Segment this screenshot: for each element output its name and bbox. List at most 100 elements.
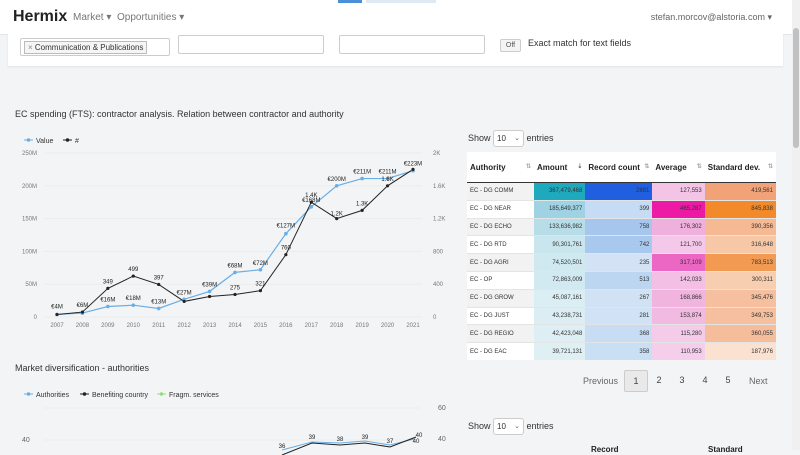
cell-authority: EC - DG NEAR (467, 199, 535, 219)
col-average[interactable]: Average ⇅ (652, 152, 705, 183)
legend-value-marker (26, 138, 31, 142)
series-count-line (56, 168, 414, 316)
cell-standard-dev: 783,513 (704, 253, 776, 272)
series-value-point[interactable] (334, 184, 339, 188)
table-row[interactable]: EC - DG COMM 367,479,468 2881 127,553 419,56… (467, 182, 776, 201)
series-count-point[interactable] (385, 184, 390, 188)
series-count-point[interactable] (284, 253, 288, 257)
brand-logo[interactable]: Hermix (13, 8, 68, 25)
series-count-point[interactable] (309, 200, 313, 204)
col-standard-dev[interactable]: Standard dev. ⇅ (704, 152, 776, 183)
cell-amount: 185,649,377 (534, 199, 586, 219)
chart2-authorities-line (281, 438, 415, 451)
table-row[interactable]: EC - DG NEAR 185,649,377 399 465,287 845,838 (467, 199, 776, 219)
series-count-point[interactable] (106, 286, 110, 290)
legend-count-label[interactable]: # (75, 138, 79, 145)
page-size-select[interactable]: 10 ⌄ (493, 130, 525, 147)
table-row[interactable]: EC - DG REGIO 42,423,048 368 115,280 360,055 (467, 324, 776, 343)
col-amount[interactable]: Amount ⇣ (534, 152, 586, 183)
user-menu[interactable]: stefan.morcov@alstoria.com ▾ (650, 12, 772, 22)
remove-chip-icon[interactable]: × (28, 43, 33, 52)
table-row[interactable]: EC - DG JUST 43,238,731 281 153,874 349,753 (467, 306, 776, 325)
table-row[interactable]: EC - DG RTD 90,301,761 742 121,700 316,648 (467, 235, 776, 254)
series-value-point[interactable] (106, 304, 110, 309)
pagination-page-2[interactable]: 2 (656, 375, 662, 385)
table-row[interactable]: EC - OP 72,863,009 513 142,033 300,311 (467, 270, 776, 290)
series-count-point[interactable] (157, 282, 161, 287)
pagination-previous[interactable]: Previous (583, 376, 619, 386)
spending-line-chart: Value # 0 50M 100M 150M 200M 250M 0 400 800 1.2K 1… (22, 138, 445, 329)
series-count-point[interactable] (55, 312, 59, 317)
series-value-point[interactable] (284, 231, 288, 236)
filter-chip[interactable]: × Communication & Publications (24, 41, 148, 54)
series-count-point[interactable] (360, 208, 364, 212)
series-value-point[interactable] (233, 270, 237, 275)
series-value-point[interactable] (156, 306, 161, 311)
series-value-point[interactable] (385, 176, 390, 181)
chart1-x-tick: 2012 (177, 323, 191, 329)
pagination-page-4[interactable]: 4 (702, 375, 708, 385)
series-count-point[interactable] (131, 274, 135, 278)
series-count-point[interactable] (207, 294, 212, 299)
chart1-x-tick: 2014 (228, 323, 242, 329)
sort-desc-icon: ⇣ (577, 164, 583, 170)
filter-input-2[interactable] (178, 35, 324, 54)
chevron-down-icon: ⌄ (514, 423, 521, 430)
series-count-point[interactable] (80, 310, 85, 314)
table-row[interactable]: EC - DG EAC 39,721,131 358 110,953 187,976 (467, 342, 776, 360)
table-row[interactable]: EC - DG ECHO 133,636,982 758 176,302 390,356 (467, 217, 776, 236)
exact-match-toggle[interactable]: Off (500, 39, 521, 52)
col-authority[interactable]: Authority ⇅ (467, 152, 535, 183)
cell-standard-dev: 360,055 (704, 324, 776, 343)
series-value-point[interactable] (258, 267, 263, 272)
chart1-x-tick: 2015 (254, 323, 268, 329)
col-record-count[interactable]: Record count ⇅ (585, 152, 653, 183)
series-value-point[interactable] (207, 289, 212, 294)
legend-authorities-label[interactable]: Authorities (36, 392, 70, 399)
filter-panel: × Communication & Publications Off Exact… (8, 34, 783, 66)
entries-label: entries (526, 132, 554, 143)
chevron-down-icon: ▾ (767, 12, 772, 22)
active-tab-indicator (338, 0, 362, 3)
pagination-next[interactable]: Next (749, 376, 768, 386)
page-size-select-2[interactable]: 10 ⌄ (493, 418, 525, 435)
chart1-x-tick: 2007 (50, 323, 64, 329)
chart1-right-tick: 2K (433, 151, 440, 157)
series-count-point[interactable] (335, 217, 339, 221)
sort-icon: ⇅ (644, 164, 650, 170)
chart1-x-tick: 2020 (381, 323, 395, 329)
cell-record-count: 758 (585, 217, 653, 236)
cell-record-count: 513 (585, 270, 653, 290)
series-count-point[interactable] (233, 292, 237, 297)
chart1-x-tick: 2016 (279, 323, 293, 329)
menu-market[interactable]: Market ▾ (73, 12, 112, 23)
series-count-point[interactable] (182, 299, 186, 304)
table-row[interactable]: EC - DG AGRI 74,520,501 235 317,109 783,513 (467, 253, 776, 272)
cell-amount: 74,520,501 (534, 253, 586, 272)
series-value-point[interactable] (309, 204, 314, 209)
table-row[interactable]: EC - DG GROW 45,087,161 267 168,866 345,476 (467, 288, 776, 308)
page-scrollbar[interactable] (792, 0, 800, 450)
legend-benefiting-country-label[interactable]: Benefiting country (92, 392, 149, 399)
series-value-point[interactable] (131, 303, 136, 307)
series-value-point[interactable] (360, 176, 364, 181)
cell-record-count: 281 (585, 306, 653, 325)
category-filter-input[interactable]: × Communication & Publications (20, 38, 170, 56)
pagination-page-3[interactable]: 3 (679, 375, 685, 385)
scrollbar-thumb[interactable] (793, 28, 799, 148)
legend-value-label[interactable]: Value (36, 138, 53, 145)
pagination-page-5[interactable]: 5 (725, 375, 731, 385)
menu-opportunities[interactable]: Opportunities ▾ (117, 12, 185, 23)
legend-fragm-services-label[interactable]: Fragm. services (169, 392, 219, 399)
cell-amount: 90,301,761 (534, 235, 586, 254)
series-count-point[interactable] (411, 167, 415, 171)
cell-average: 110,953 (652, 342, 705, 360)
cell-average: 465,287 (652, 199, 705, 219)
market-diversification-chart: Authorities Benefiting country Fragm. se… (22, 392, 446, 455)
cell-amount: 43,238,731 (534, 306, 586, 325)
legend-fragm-services-marker (159, 392, 164, 396)
chart1-legend: Value # (24, 138, 79, 145)
pagination-page-1[interactable]: 1 (624, 370, 648, 392)
series-count-point[interactable] (258, 289, 263, 293)
filter-input-3[interactable] (339, 35, 485, 54)
